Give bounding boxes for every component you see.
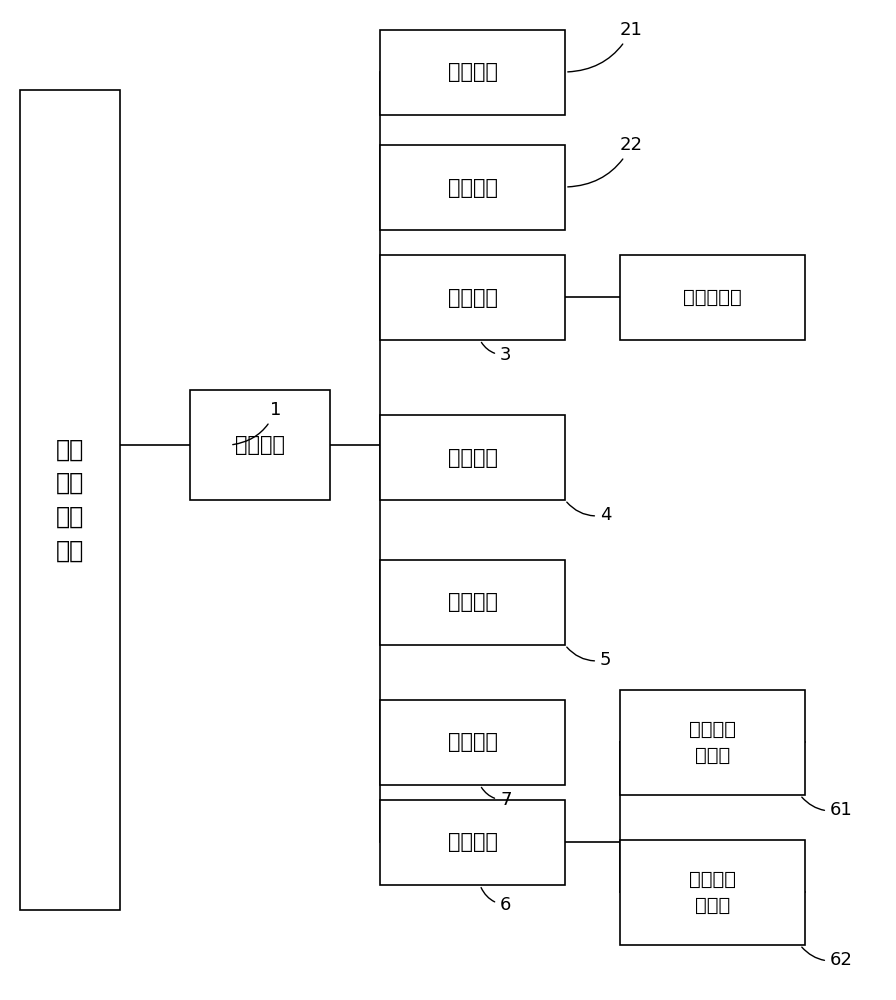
Text: 家装
企业
管理
系统: 家装 企业 管理 系统 [56, 438, 84, 562]
Text: 3: 3 [481, 342, 512, 364]
Text: 登录模块: 登录模块 [235, 435, 285, 455]
Bar [380, 30, 565, 115]
Text: 定位数据库: 定位数据库 [683, 288, 742, 307]
Text: 62: 62 [802, 947, 853, 969]
Text: 定位模块: 定位模块 [447, 288, 497, 308]
Text: 1: 1 [233, 401, 281, 445]
Bar [380, 145, 565, 230]
Bar [380, 560, 565, 645]
Bar [620, 255, 805, 340]
Bar [20, 90, 120, 910]
Bar [380, 800, 565, 885]
Text: 21: 21 [568, 21, 642, 72]
Text: 22: 22 [568, 136, 643, 187]
Text: 工作者提
示单元: 工作者提 示单元 [689, 720, 736, 765]
Bar [620, 690, 805, 795]
Text: 调阅模块: 调阅模块 [447, 448, 497, 468]
Bar [380, 415, 565, 500]
Text: 6: 6 [481, 888, 512, 914]
Text: 控制模块: 控制模块 [447, 592, 497, 612]
Text: 监控模块: 监控模块 [447, 732, 497, 752]
Text: 提示模块: 提示模块 [447, 832, 497, 852]
Bar [620, 840, 805, 945]
Bar [380, 700, 565, 785]
Text: 签到模块: 签到模块 [447, 62, 497, 83]
Text: 签退模块: 签退模块 [447, 178, 497, 198]
Text: 4: 4 [567, 502, 611, 524]
Text: 61: 61 [802, 797, 853, 819]
Text: 5: 5 [567, 647, 611, 669]
Bar [380, 255, 565, 340]
Text: 管理者提
示单元: 管理者提 示单元 [689, 870, 736, 915]
Text: 7: 7 [481, 787, 512, 809]
Bar [190, 390, 330, 500]
